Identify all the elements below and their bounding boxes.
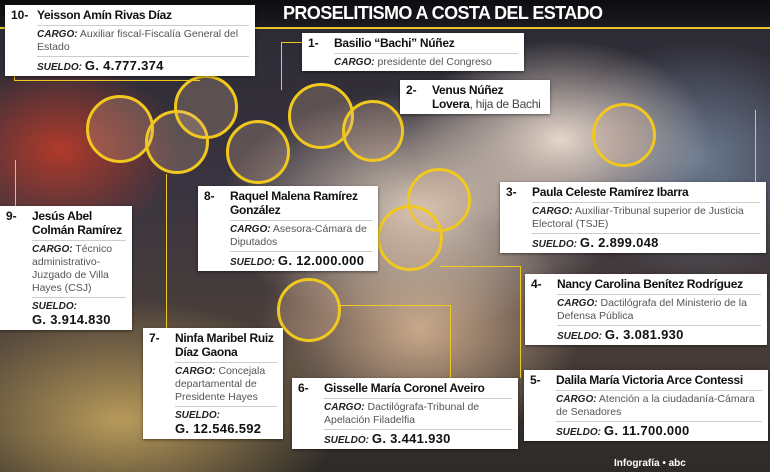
person-name: Dalila María Victoria Arce Contessi [556,373,743,387]
cargo-label: CARGO: [32,244,73,255]
person-card-2: 2- Venus Núñez Lovera, hija de Bachi [400,80,550,114]
person-number: 3- [506,185,517,199]
cargo-label: CARGO: [556,394,597,405]
connector-line [15,160,16,210]
cargo-value: presidente del Congreso [377,56,492,68]
highlight-circle-6 [277,278,341,342]
person-number: 10- [11,8,29,22]
sueldo-value: G. 12.000.000 [277,253,365,268]
person-number: 7- [149,331,160,345]
cargo-label: CARGO: [230,224,271,235]
person-card-5: 5- Dalila María Victoria Arce Contessi CA… [524,370,768,441]
person-number: 1- [308,36,319,50]
cargo-value: Auxiliar-Tribunal superior de Justicia E… [532,205,744,230]
cargo-label: CARGO: [175,366,216,377]
sueldo-value: G. 11.700.000 [603,423,690,438]
sueldo-label: SUELDO: [324,435,369,446]
connector-line [14,80,200,81]
sueldo-value: G. 12.546.592 [175,421,262,436]
person-card-6: 6- Gisselle María Coronel Aveiro CARGO: D… [292,378,518,449]
sueldo-value: G. 3.441.930 [371,431,451,446]
sueldo-value: G. 3.081.930 [604,327,684,342]
connector-line [450,305,451,380]
connector-line [281,42,282,90]
person-name: Nancy Carolina Benítez Rodríguez [557,277,743,291]
sueldo-value: G. 3.914.830 [32,312,111,327]
person-name: Yeisson Amín Rivas Díaz [37,8,172,22]
person-card-1: 1- Basilio “Bachi” Núñez CARGO: president… [302,33,524,71]
person-number: 2- [406,83,417,97]
person-name: Gisselle María Coronel Aveiro [324,381,485,395]
connector-line [166,174,167,330]
cargo-label: CARGO: [334,57,375,68]
divider [0,27,770,29]
person-name: Raquel Malena Ramírez González [230,189,358,217]
connector-line [755,110,756,184]
connector-line [340,305,450,306]
cargo-label: CARGO: [557,298,598,309]
person-name: Venus Núñez Lovera [432,83,504,111]
person-name: Paula Celeste Ramírez Ibarra [532,185,689,199]
cargo-value: Concejala departamental de Presidente Ha… [175,365,266,403]
highlight-circle-4 [377,205,443,271]
highlight-circle-2 [342,100,404,162]
person-number: 4- [531,277,542,291]
person-card-7: 7- Ninfa Maribel Ruiz Díaz Gaona CARGO: C… [143,328,283,439]
connector-line [520,266,521,378]
person-number: 9- [6,209,17,223]
highlight-circle-8 [226,120,290,184]
sueldo-label: SUELDO: [32,301,77,312]
person-name: Ninfa Maribel Ruiz Díaz Gaona [175,331,274,359]
connector-line [440,266,520,267]
credit: Infografía • abc [614,458,686,469]
sueldo-label: SUELDO: [230,257,275,268]
page-title: PROSELITISMO A COSTA DEL ESTADO [283,3,603,23]
sueldo-label: SUELDO: [557,331,602,342]
connector-line [281,42,302,43]
person-card-8: 8- Raquel Malena Ramírez González CARGO: … [198,186,378,271]
cargo-label: CARGO: [37,29,78,40]
cargo-value: Dactilógrafa-Tribunal de Apelación Filad… [324,401,480,426]
sueldo-label: SUELDO: [556,427,601,438]
cargo-value: Técnico administrativo-Juzgado de Villa … [32,243,113,294]
person-number: 5- [530,373,541,387]
person-number: 8- [204,189,215,203]
highlight-circle-5 [592,103,656,167]
sueldo-value: G. 2.899.048 [579,235,659,250]
sueldo-label: SUELDO: [532,239,577,250]
person-name: Jesús Abel Colmán Ramírez [32,209,122,237]
person-number: 6- [298,381,309,395]
person-name: Basilio “Bachi” Núñez [334,36,455,50]
person-card-9: 9- Jesús Abel Colmán Ramírez CARGO: Técni… [0,206,132,330]
person-card-10: 10- Yeisson Amín Rivas Díaz CARGO: Auxili… [5,5,255,76]
highlight-circle-9 [86,95,154,163]
cargo-label: CARGO: [324,402,365,413]
highlight-circle-10 [174,75,238,139]
person-card-4: 4- Nancy Carolina Benítez Rodríguez CARGO… [525,274,767,345]
sueldo-value: G. 4.777.374 [84,58,164,73]
person-note: , hija de Bachi [469,97,541,111]
cargo-value: Dactilógrafa del Ministerio de la Defens… [557,297,747,322]
cargo-value: Atención a la ciudadanía-Cámara de Senad… [556,393,755,418]
sueldo-label: SUELDO: [175,410,220,421]
sueldo-label: SUELDO: [37,62,82,73]
cargo-value: Asesora-Cámara de Diputados [230,223,367,248]
person-card-3: 3- Paula Celeste Ramírez Ibarra CARGO: Au… [500,182,766,253]
cargo-value: Auxiliar fiscal-Fiscalía General del Est… [37,28,239,53]
cargo-label: CARGO: [532,206,573,217]
